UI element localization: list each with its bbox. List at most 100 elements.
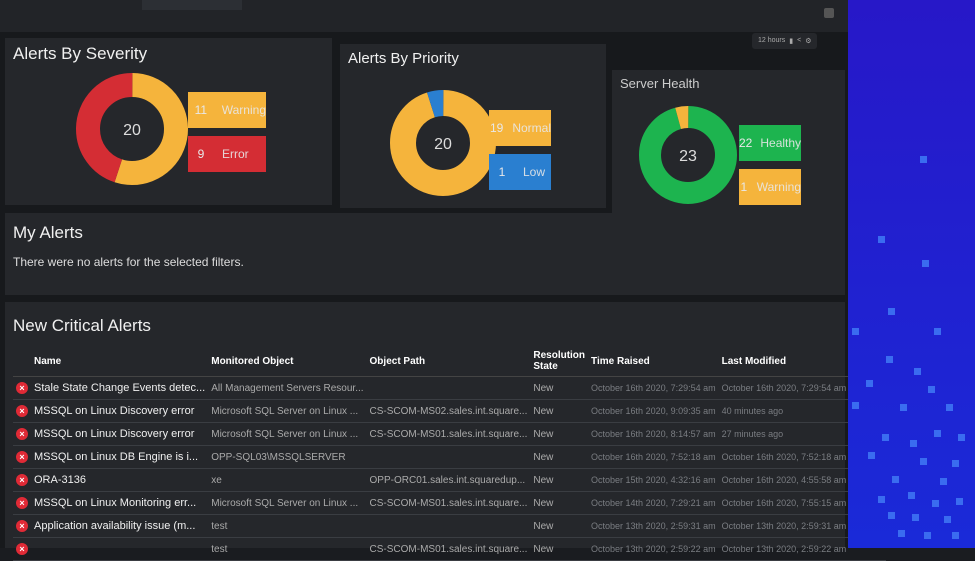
decorative-square [888,308,895,315]
decorative-square [888,512,895,519]
table-cell [366,445,531,469]
share-icon[interactable]: < [797,37,802,44]
table-row[interactable]: × Stale State Change Events detec... All M… [13,376,887,400]
critical-error-icon: × [16,382,28,394]
table-cell [31,537,209,561]
table-cell: October 13th 2020, 2:59:31 am [718,514,850,538]
legend-label: Normal [512,121,551,135]
legend-item-healthy[interactable]: 22 Healthy [739,125,801,161]
menu-icon[interactable] [824,8,834,18]
decorative-square [940,478,947,485]
icon-column [13,346,31,377]
table-cell: CS-SCOM-MS01.sales.int.square... [366,491,531,515]
alerts-table: Name Monitored Object Object Path Resolutio… [13,346,887,561]
decorative-square [920,458,927,465]
dashboard: 12 hours ▮ < ⚙ Alerts By Severity 20 11 Wa… [0,0,887,561]
decorative-square [958,434,965,441]
donut-segment-warning[interactable] [639,106,737,204]
icon-cell: × [13,537,31,561]
clipboard-icon[interactable]: ▮ [789,38,794,45]
donut-segment-low[interactable] [390,90,496,196]
legend-count: 1 [498,165,506,179]
new-critical-alerts-panel: New Critical Alerts Name Monitored Object… [5,302,887,561]
decorative-square [878,236,885,243]
panel-title: Alerts By Severity [13,44,148,63]
legend-label: Error [222,147,249,161]
panel-title: My Alerts [13,223,83,242]
table-cell: Microsoft SQL Server on Linux ... [208,422,367,446]
table-cell: 40 minutes ago [718,399,850,423]
decorative-square [882,434,889,441]
decorative-square [866,380,873,387]
table-row[interactable]: × test CS-SCOM-MS01.sales.int.square... New… [13,537,887,561]
critical-error-icon: × [16,428,28,440]
table-cell: October 13th 2020, 2:59:22 am [588,537,719,561]
column-header[interactable]: Object Path [366,346,531,377]
column-header[interactable]: Time Raised [588,346,719,377]
column-header[interactable]: Name [31,346,209,377]
icon-cell: × [13,376,31,400]
decorative-square [932,500,939,507]
table-cell: MSSQL on Linux Discovery error [31,399,209,423]
decorative-square [928,386,935,393]
empty-message: There were no alerts for the selected fi… [13,255,244,269]
column-header[interactable]: Resolution State [530,346,589,377]
decorative-square [892,476,899,483]
legend-item-warning[interactable]: 11 Warning [188,92,266,128]
donut-segment-healthy[interactable] [639,106,737,204]
table-row[interactable]: × ORA-3136 xe OPP-ORC01.sales.int.squaredup… [13,468,887,492]
donut-chart: 20 [76,73,188,185]
table-cell: New [530,422,589,446]
table-cell: October 15th 2020, 4:32:16 am [588,468,719,492]
table-cell: MSSQL on Linux Discovery error [31,422,209,446]
donut-segment-error[interactable] [76,73,188,185]
legend-label: Healthy [760,136,802,150]
table-cell: OPP-ORC01.sales.int.squaredup... [366,468,531,492]
table-cell: October 16th 2020, 7:29:54 am [588,376,719,400]
icon-cell: × [13,514,31,538]
table-row[interactable]: × MSSQL on Linux Monitoring err... Microso… [13,491,887,515]
decorative-square [912,514,919,521]
table-cell: October 16th 2020, 4:55:58 am [718,468,850,492]
table-cell: New [530,537,589,561]
table-header: Name Monitored Object Object Path Resolutio… [13,346,887,377]
table-cell: October 16th 2020, 7:52:18 am [718,445,850,469]
legend-item-normal[interactable]: 19 Normal [489,110,551,146]
table-row[interactable]: × MSSQL on Linux Discovery error Microsoft… [13,422,887,446]
table-row[interactable]: × MSSQL on Linux Discovery error Microsoft… [13,399,887,423]
legend-item-error[interactable]: 9 Error [188,136,266,172]
legend-item-warning[interactable]: 1 Warning [739,169,801,205]
server-health-panel: Server Health 23 22 Healthy 1 Warning [612,70,845,215]
panel-title: New Critical Alerts [13,316,151,335]
table-cell: Stale State Change Events detec... [31,376,209,400]
table-cell: ORA-3136 [31,468,209,492]
decorative-square [900,404,907,411]
panel-title: Server Health [620,76,700,91]
donut-chart: 20 [390,90,496,196]
decorative-square [920,156,927,163]
table-row[interactable]: × Application availability issue (m... tes… [13,514,887,538]
decorative-square [952,532,959,539]
decorative-square [944,516,951,523]
top-bar [0,0,848,32]
table-cell: New [530,399,589,423]
donut-segment-warning[interactable] [76,73,188,185]
legend-item-low[interactable]: 1 Low [489,154,551,190]
table-cell: New [530,491,589,515]
column-header[interactable]: Last Modified [718,346,850,377]
legend-count: 11 [194,103,208,117]
donut-segment-normal[interactable] [390,90,496,196]
decorative-square [934,328,941,335]
top-tab[interactable] [142,0,242,10]
decorative-square [922,260,929,267]
dashboard-toolbar: 12 hours ▮ < ⚙ [752,33,818,49]
column-header[interactable]: Monitored Object [208,346,367,377]
table-row[interactable]: × MSSQL on Linux DB Engine is i... OPP-SQL… [13,445,887,469]
alerts-by-severity-panel: Alerts By Severity 20 11 Warning 9 Error [5,38,332,205]
critical-error-icon: × [16,451,28,463]
table-cell: October 16th 2020, 9:09:35 am [588,399,719,423]
time-range-button[interactable]: 12 hours [758,37,786,44]
table-cell: October 16th 2020, 7:55:15 am [718,491,850,515]
legend-label: Warning [221,103,266,117]
gear-icon[interactable]: ⚙ [805,38,812,45]
